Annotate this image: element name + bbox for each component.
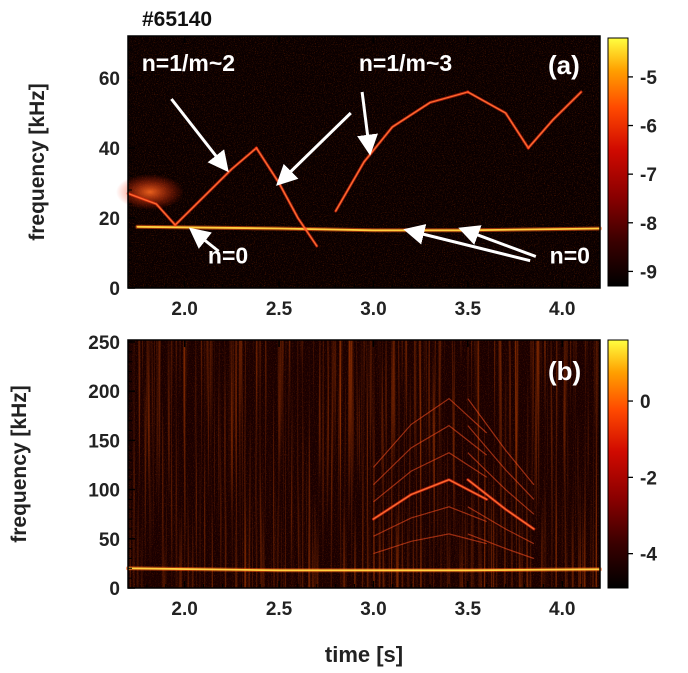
- panel-b-x-ticks: 2.0 2.5 3.0 3.5 4.0: [146, 340, 601, 620]
- annotation-arrow: [357, 91, 378, 156]
- mode-trace: [127, 567, 601, 572]
- mode-trace: [127, 192, 176, 226]
- panel-a-y-ticks: 0 20 40 60: [99, 35, 135, 300]
- colorbar-tick-label: -9: [640, 262, 657, 283]
- x-tick-label: 3.5: [455, 599, 482, 620]
- panel-a-modes: [126, 90, 602, 248]
- colorbar-a-ticks: -5 -6 -7 -8 -9: [628, 68, 657, 283]
- harmonic-trace: [467, 425, 535, 500]
- y-tick-label: 250: [88, 333, 120, 354]
- colorbar-tick-label: -5: [640, 68, 657, 89]
- colorbar-a: -5 -6 -7 -8 -9: [607, 37, 657, 287]
- panel-a-y-axis-label: frequency [kHz]: [26, 83, 49, 241]
- panel-b-y-axis-label: frequency [kHz]: [8, 385, 31, 543]
- annotation-arrow: [403, 224, 531, 263]
- y-tick-label: 0: [109, 579, 120, 600]
- x-tick-label: 2.0: [171, 299, 197, 320]
- harmonic-trace: [467, 533, 535, 560]
- y-tick-label: 150: [88, 431, 120, 452]
- y-tick-label: 60: [99, 69, 120, 90]
- harmonic-trace: [467, 506, 535, 545]
- colorbar-tick-label: -8: [640, 214, 657, 235]
- colorbar-b-gradient: [607, 339, 629, 589]
- y-tick-label: 100: [88, 481, 120, 502]
- harmonic-trace: [373, 452, 488, 503]
- colorbar-b: 0 -2 -4: [607, 339, 657, 589]
- x-tick-label: 3.0: [360, 599, 386, 620]
- panel-a-label: (a): [548, 50, 580, 80]
- mode-trace: [372, 479, 488, 520]
- mode-annotation: n=1/m~2: [142, 50, 235, 76]
- mode-trace: [527, 91, 582, 149]
- panel-b-label: (b): [548, 356, 581, 386]
- annotation-arrow: [276, 111, 352, 186]
- x-tick-label: 2.5: [266, 299, 293, 320]
- mode-trace: [174, 147, 258, 226]
- colorbar-tick-label: -2: [640, 468, 657, 489]
- mode-annotation: n=0: [208, 243, 248, 269]
- x-tick-label: 2.5: [266, 599, 293, 620]
- x-tick-label: 4.0: [549, 599, 575, 620]
- mode-trace: [467, 91, 529, 149]
- colorbar-tick-label: -4: [640, 545, 657, 566]
- annotation-arrow: [188, 227, 220, 253]
- harmonic-trace: [372, 424, 488, 486]
- harmonic-trace: [373, 506, 487, 537]
- panel-a-annotations: n=1/m~2 n=1/m~3 n=0 n=0: [142, 50, 590, 269]
- panel-b-modes: [126, 397, 602, 573]
- colorbar-b-ticks: 0 -2 -4: [628, 392, 657, 566]
- mode-annotation: n=1/m~3: [359, 50, 452, 76]
- y-tick-label: 40: [99, 139, 120, 160]
- y-tick-label: 200: [88, 382, 120, 403]
- panel-a-x-ticks: 2.0 2.5 3.0 3.5 4.0: [146, 36, 601, 320]
- panel-a: n=1/m~2 n=1/m~3 n=0 n=0 (a) 0 20 40 60 2.0 2.5 3…: [26, 35, 602, 320]
- y-tick-label: 50: [99, 530, 120, 551]
- harmonic-trace: [373, 533, 487, 555]
- x-tick-label: 3.0: [360, 299, 386, 320]
- harmonic-trace: [467, 398, 535, 486]
- shot-number: #65140: [142, 8, 212, 31]
- mode-trace: [255, 147, 318, 247]
- panel-a-arrows: [170, 91, 537, 263]
- panel-a-glow: [116, 174, 184, 210]
- panel-b-y-ticks: 0 50 100 150 200 250: [88, 333, 135, 600]
- x-tick-label: 3.5: [455, 299, 482, 320]
- y-tick-label: 0: [109, 279, 120, 300]
- colorbar-tick-label: -6: [640, 117, 657, 138]
- mode-annotation: n=0: [550, 243, 590, 269]
- panel-b-noise: [128, 340, 600, 588]
- annotation-arrow: [170, 98, 229, 173]
- colorbar-tick-label: -7: [640, 165, 657, 186]
- mode-trace: [467, 479, 535, 530]
- mode-trace: [136, 225, 601, 232]
- colorbar-a-gradient: [607, 37, 629, 287]
- panel-b-x-axis-label: time [s]: [325, 642, 403, 667]
- mode-trace: [335, 91, 469, 212]
- y-tick-label: 20: [99, 209, 120, 230]
- panel-b-frame: [127, 339, 601, 589]
- x-tick-label: 2.0: [171, 599, 197, 620]
- annotation-arrow: [458, 225, 537, 258]
- colorbar-tick-label: 0: [640, 392, 651, 413]
- harmonic-trace: [372, 397, 488, 468]
- x-tick-label: 4.0: [549, 299, 575, 320]
- panel-b: (b) 0 50 100 150 200 250 2.0 2.5 3.0 3.5 4.0 freq…: [8, 333, 602, 667]
- harmonic-trace: [467, 452, 535, 515]
